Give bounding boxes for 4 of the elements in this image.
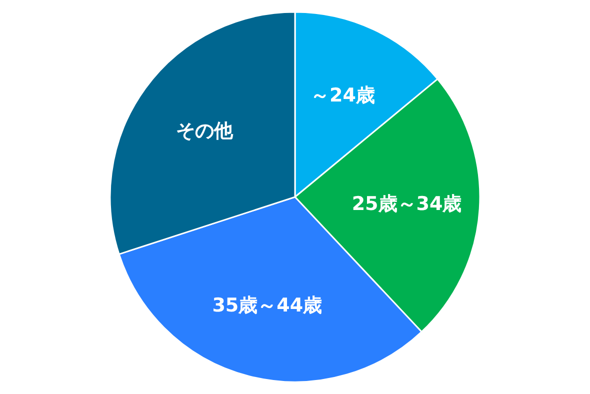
slice-label: 25歳～34歳 [352, 193, 462, 216]
slice-label: ～24歳 [310, 84, 375, 107]
slice-label: その他 [176, 120, 234, 142]
slice-label: 35歳～44歳 [212, 294, 322, 316]
